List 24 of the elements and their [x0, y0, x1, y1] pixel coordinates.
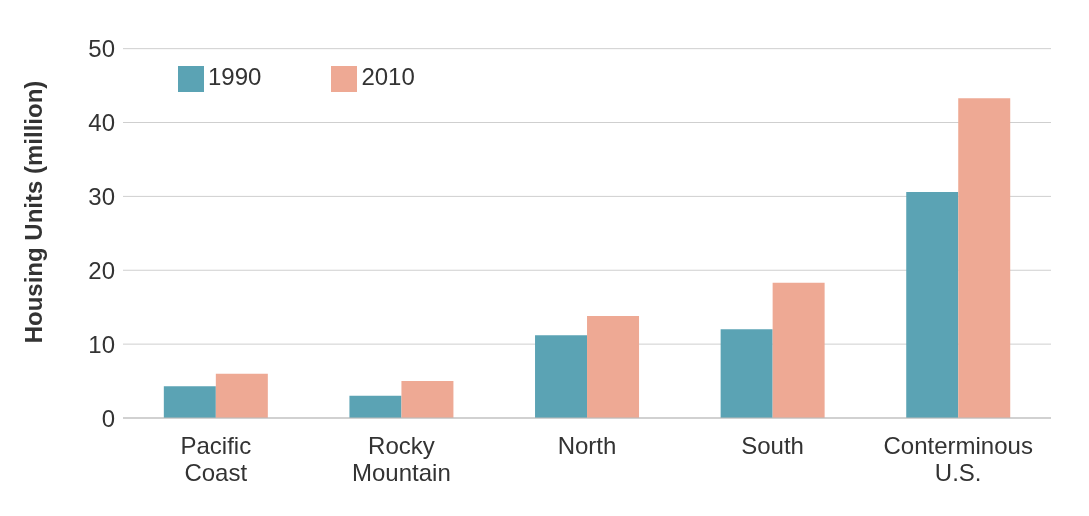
- bar: [958, 98, 1011, 418]
- bar: [772, 282, 825, 418]
- y-tick-label: 0: [101, 404, 115, 432]
- legend-label: 1990: [208, 63, 262, 90]
- y-axis-title: Housing Units (million): [19, 80, 47, 344]
- y-tick-label: 10: [88, 330, 115, 358]
- bar: [349, 395, 402, 418]
- bar: [906, 191, 959, 418]
- bar: [535, 335, 588, 418]
- legend-label: 2010: [361, 63, 415, 90]
- y-tick-label: 30: [88, 182, 115, 210]
- x-tick-label: South: [741, 432, 804, 459]
- x-tick-label: Rocky Mountain: [352, 432, 451, 486]
- bar: [587, 316, 640, 418]
- y-tick-label: 50: [88, 35, 115, 63]
- bar: [401, 381, 454, 418]
- x-tick-label: Pacific Coast: [180, 432, 252, 486]
- bar: [720, 329, 773, 418]
- y-tick-label: 40: [88, 109, 115, 137]
- bar: [215, 373, 268, 418]
- y-tick-label: 20: [88, 256, 115, 284]
- x-tick-label: North: [557, 432, 617, 459]
- bar: [163, 386, 216, 418]
- x-tick-label: Conterminous U.S.: [883, 432, 1033, 486]
